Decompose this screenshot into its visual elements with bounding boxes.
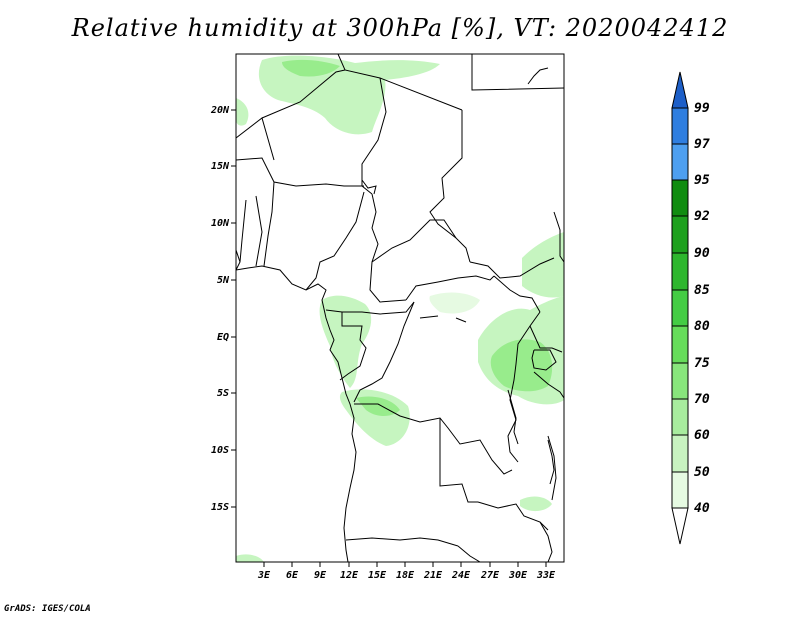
lon-label-18e: 18E	[396, 570, 415, 581]
colorbar-label-70: 70	[694, 392, 710, 407]
colorbar-swatch-90-92	[671, 215, 689, 254]
border-botswana	[457, 545, 481, 562]
border-nigeria-niger	[236, 157, 364, 187]
lake-chad	[361, 179, 377, 195]
river-segment-1	[419, 315, 439, 319]
lat-label-5n: 5N	[217, 275, 230, 286]
colorbar-swatch-85-90	[671, 252, 689, 291]
colorbar-label-95: 95	[694, 173, 710, 188]
lake-malawi	[547, 439, 555, 485]
border-car-south	[405, 275, 495, 301]
sinai-coast	[527, 67, 549, 85]
border-gabon-congo	[339, 312, 367, 381]
colorbar-swatch-70-75	[671, 362, 689, 400]
lon-label-12e: 12E	[340, 570, 359, 581]
border-ghana	[239, 199, 247, 263]
border-chad-niger	[361, 77, 387, 195]
humidity-shading	[236, 55, 564, 562]
grads-credit: GrADS: IGES/COLA	[4, 604, 91, 614]
lon-label-15e: 15E	[368, 570, 387, 581]
border-libya-south	[379, 77, 463, 111]
colorbar-label-92: 92	[694, 209, 710, 224]
colorbar-swatch-80-85	[671, 289, 689, 327]
border-cameroon-chad	[369, 193, 407, 303]
colorbar: 99 97 95 92 90 85 80 75 70 60 50 40	[671, 71, 710, 545]
lon-label-24e: 24E	[451, 570, 471, 581]
lon-label-3e: 3E	[257, 570, 271, 581]
humidity-area-gabon	[319, 295, 372, 388]
border-nigeria-cameroon	[305, 191, 365, 291]
humidity-area-mozambique	[520, 496, 552, 512]
border-togo	[255, 195, 263, 267]
humidity-area-south	[236, 554, 264, 562]
lon-label-6e: 6E	[286, 570, 299, 581]
colorbar-swatch-50-60	[671, 434, 689, 473]
border-mozambique	[539, 521, 553, 562]
border-libya-egypt	[471, 54, 564, 91]
colorbar-arrow-top	[671, 71, 689, 109]
lat-label-10s: 10S	[211, 445, 229, 456]
colorbar-swatch-92-95	[671, 179, 689, 217]
lat-label-10n: 10N	[211, 218, 230, 229]
border-cameroon-gabon	[325, 301, 415, 315]
colorbar-label-80: 80	[694, 319, 710, 334]
border-niger-north	[261, 69, 346, 119]
lake-tanganyika	[507, 389, 519, 445]
colorbar-swatch-97-99	[671, 107, 689, 145]
lat-label-20n: 20N	[210, 105, 230, 116]
border-ssudan-ethiopia	[553, 211, 564, 263]
humidity-area-lakes-core	[490, 339, 553, 392]
lat-axis: 20N 15N 10N 5N EQ 5S 10S 15S	[210, 105, 236, 513]
border-tanzania	[533, 371, 564, 399]
chart-title: Relative humidity at 300hPa [%], VT: 202…	[71, 14, 729, 42]
lat-label-15n: 15N	[211, 161, 230, 172]
lat-label-15s: 15S	[211, 502, 229, 513]
colorbar-label-97: 97	[694, 137, 710, 152]
country-boundaries	[236, 54, 564, 562]
lake-victoria	[531, 349, 557, 371]
humidity-area-chad	[429, 292, 480, 314]
lon-axis: 3E 6E 9E 12E 15E 18E 21E 24E 27E 30E 33E	[257, 562, 556, 581]
border-sudan-ssudan	[469, 257, 555, 279]
coastline	[236, 249, 357, 562]
colorbar-swatch-95-97	[671, 143, 689, 181]
river-segment-2	[455, 317, 467, 323]
humidity-area-east	[522, 232, 564, 298]
lon-label-21e: 21E	[423, 570, 443, 581]
colorbar-swatch-75-80	[671, 325, 689, 364]
lat-label-eq: EQ	[217, 332, 229, 343]
humidity-area-angola-core	[356, 396, 400, 416]
humidity-area-west	[236, 98, 249, 126]
colorbar-label-99: 99	[694, 101, 710, 116]
colorbar-swatch-40-50	[671, 471, 689, 509]
border-angola-namibia	[345, 537, 459, 547]
border-car-chad	[371, 219, 457, 263]
border-nigeria-benin	[263, 181, 275, 267]
colorbar-label-40: 40	[694, 501, 710, 516]
border-drc-east	[507, 311, 541, 463]
border-malawi	[547, 435, 557, 501]
colorbar-label-60: 60	[694, 428, 710, 443]
border-chad-sudan	[429, 110, 471, 263]
colorbar-swatch-60-70	[671, 398, 689, 436]
border-mali-niger	[236, 117, 275, 161]
colorbar-label-50: 50	[694, 465, 710, 480]
colorbar-label-75: 75	[694, 356, 710, 371]
map-frame	[235, 53, 565, 563]
border-ssudan-drc	[493, 275, 541, 313]
lon-label-27e: 27E	[480, 570, 500, 581]
border-congo-drc	[353, 301, 415, 403]
humidity-area-sahara-core	[282, 59, 340, 77]
border-uganda	[529, 325, 563, 353]
border-angola-zambia	[439, 418, 478, 503]
lon-label-33e: 33E	[536, 570, 556, 581]
colorbar-label-85: 85	[694, 283, 710, 298]
lon-label-9e: 9E	[314, 570, 327, 581]
colorbar-arrow-bottom	[671, 507, 689, 545]
lat-label-5s: 5S	[217, 388, 229, 399]
border-drc-angola	[354, 403, 513, 475]
colorbar-label-90: 90	[694, 246, 710, 261]
lon-label-30e: 30E	[508, 570, 528, 581]
